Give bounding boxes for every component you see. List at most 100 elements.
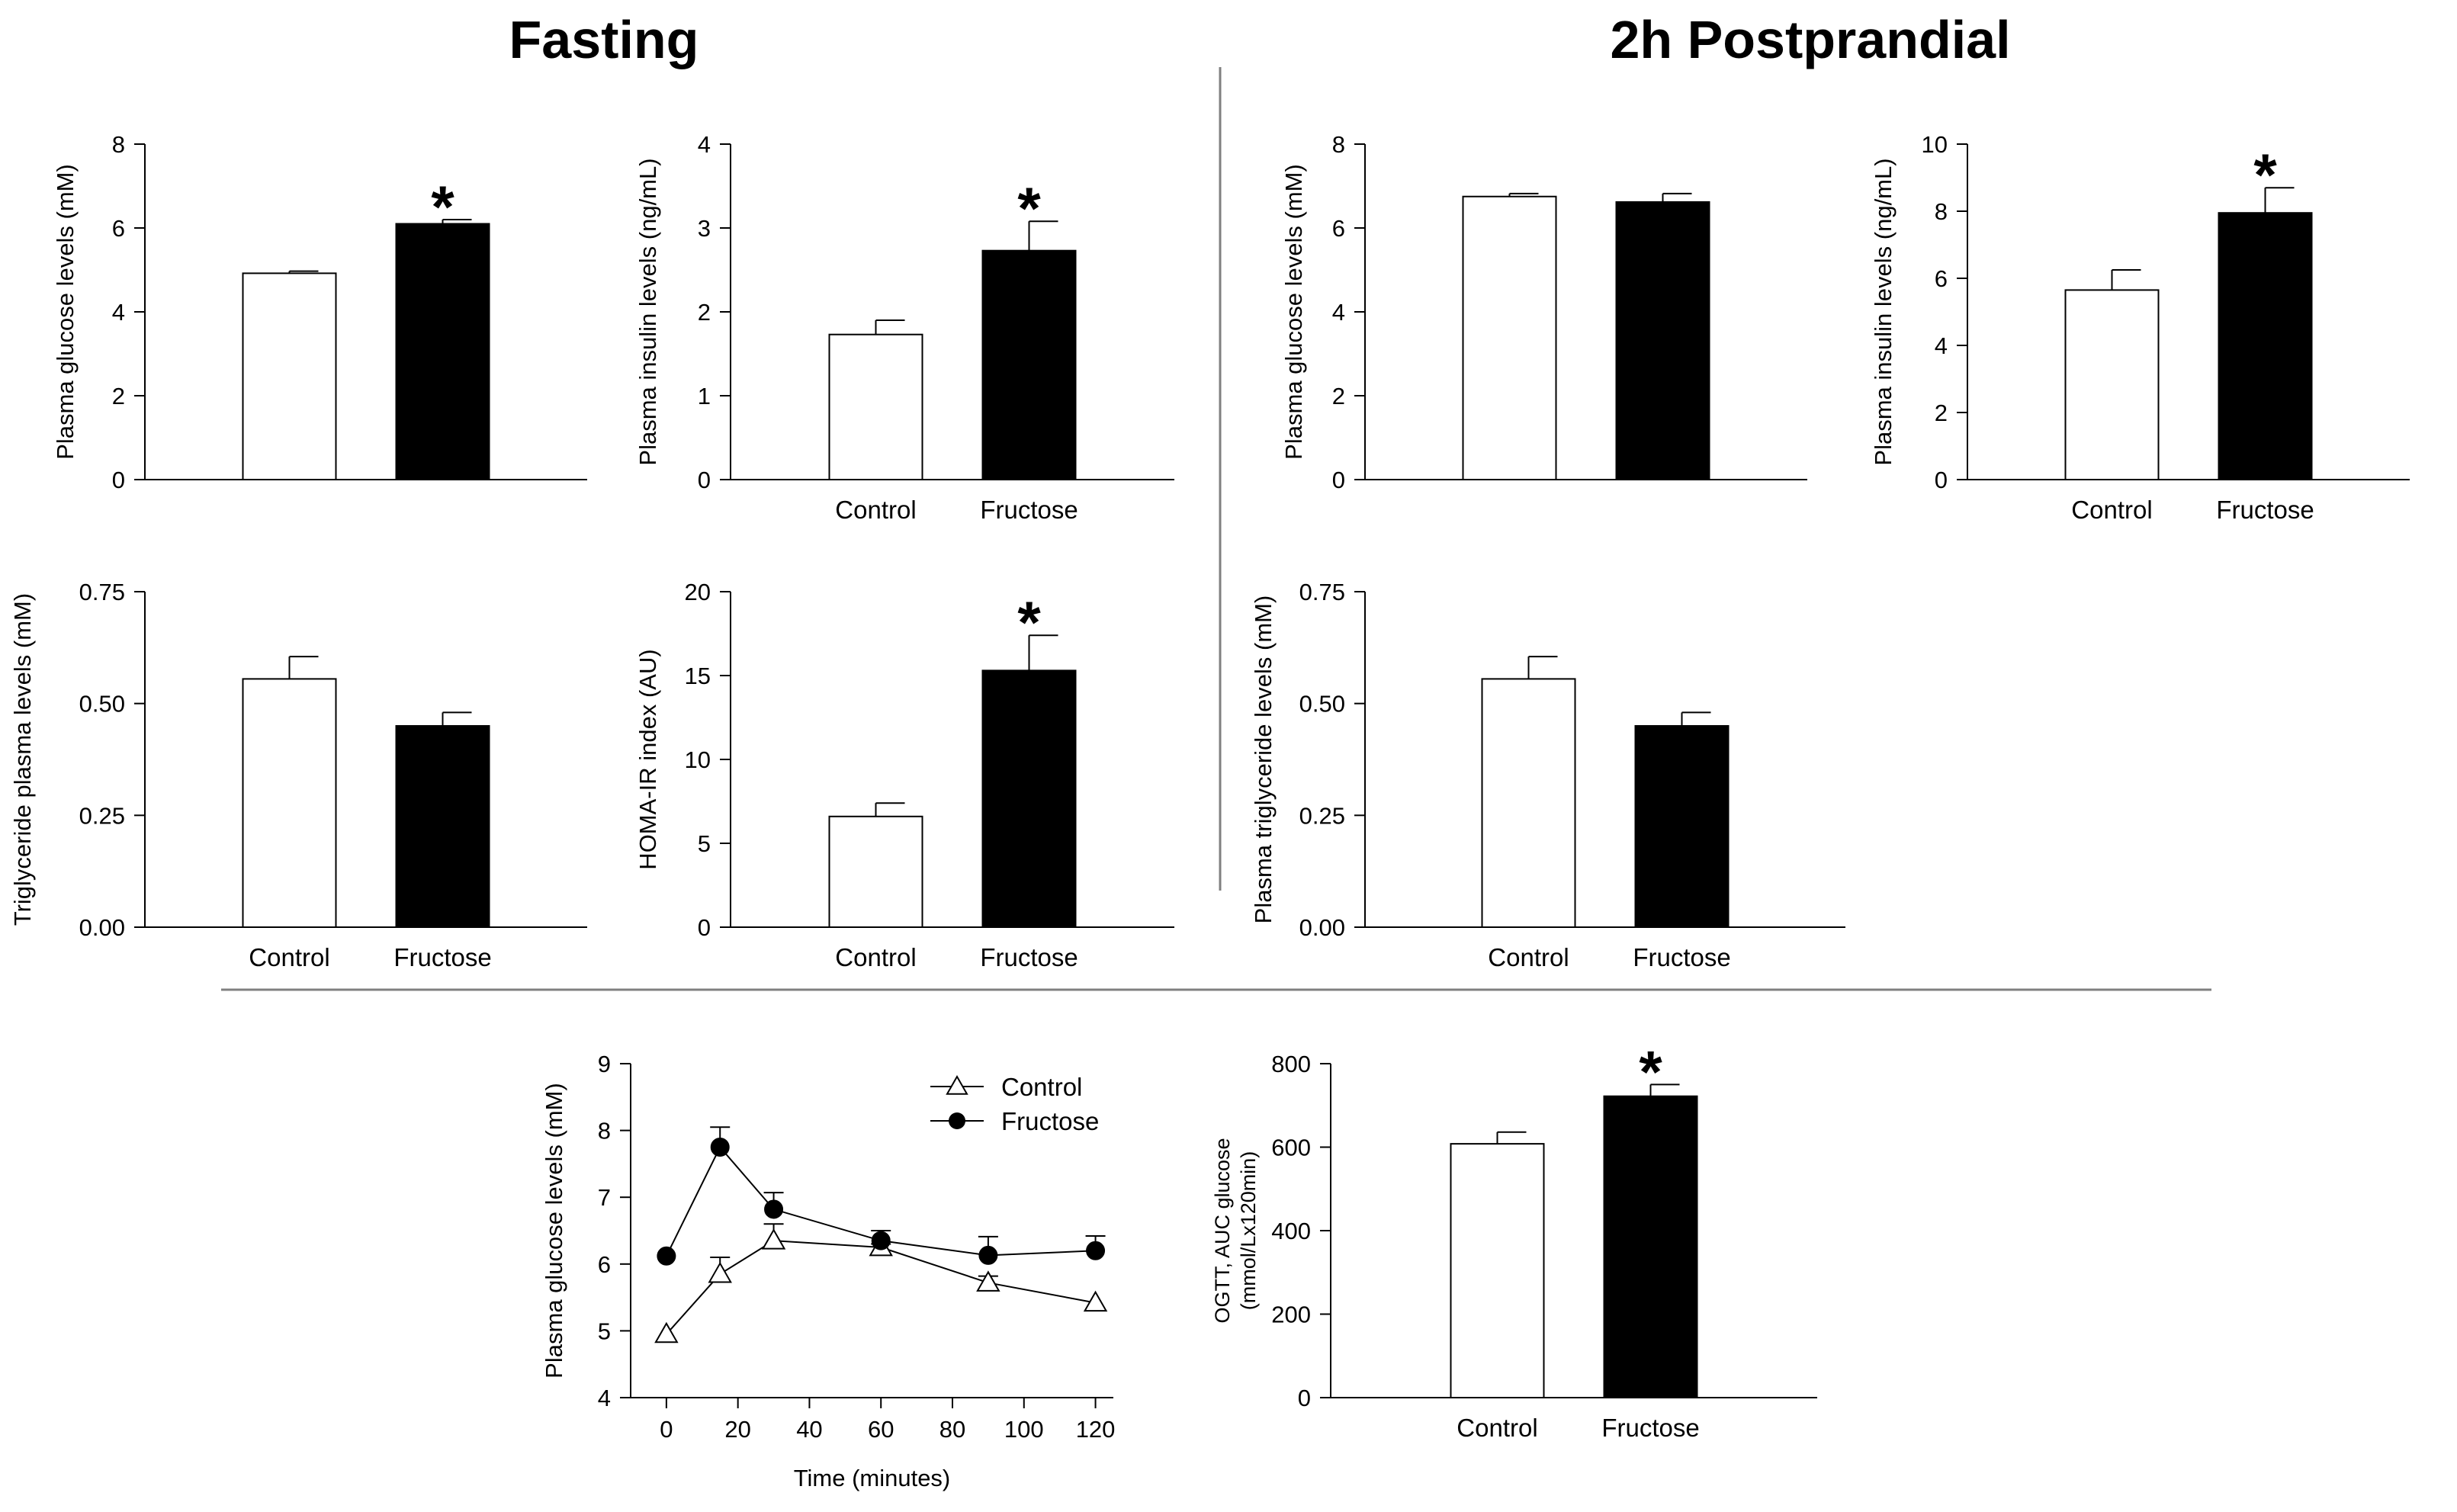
category-label: Fructose: [1633, 943, 1730, 971]
x-tick-label: 0: [660, 1416, 673, 1443]
point-fructose: [710, 1138, 730, 1157]
y-tick-label: 0.50: [79, 691, 125, 717]
bar-control: [1481, 678, 1576, 929]
bar-control: [1450, 1143, 1545, 1398]
category-label: Control: [2071, 496, 2152, 524]
y-axis-label: Triglyceride plasma levels (mM): [9, 593, 36, 926]
significance-star: *: [2253, 141, 2277, 208]
y-tick-label: 600: [1271, 1135, 1311, 1161]
category-label: Control: [249, 943, 329, 971]
y-tick-label: 3: [698, 215, 711, 242]
y-tick-label: 0: [1298, 1385, 1311, 1411]
y-tick-label: 400: [1271, 1218, 1311, 1244]
y-tick-label: 0: [1332, 467, 1345, 493]
y-tick-label: 1: [698, 383, 711, 409]
bar-control: [828, 333, 923, 481]
category-label: Fructose: [980, 943, 1078, 971]
bar-fructose: [981, 669, 1077, 929]
x-tick-label: 100: [1004, 1416, 1044, 1443]
y-tick-label: 9: [598, 1051, 611, 1077]
bar-control: [242, 272, 337, 480]
significance-star: *: [1017, 175, 1041, 242]
point-fructose: [764, 1199, 784, 1219]
legend-marker-triangle: [946, 1074, 968, 1095]
significance-star: *: [1639, 1038, 1662, 1105]
bar-fructose: [1634, 725, 1730, 928]
chart-ogtt-auc: 0 200 400 600 800 OGTT, AUC glucose (mmol/Lx12…: [1211, 1038, 1817, 1442]
y-tick-label: 6: [1332, 215, 1345, 242]
point-control: [1083, 1290, 1108, 1312]
category-label: Control: [835, 943, 916, 971]
y-tick-label: 4: [698, 131, 711, 158]
y-tick-label: 6: [112, 215, 125, 242]
category-label: Fructose: [1601, 1414, 1699, 1442]
y-tick-label: 0.75: [79, 579, 125, 605]
y-tick-label: 10: [685, 746, 711, 773]
y-tick-label: 15: [685, 663, 711, 689]
y-tick-label: 4: [112, 299, 125, 326]
y-tick-label: 5: [598, 1318, 611, 1344]
y-tick-label: 0.25: [79, 802, 125, 829]
series-line-fructose: [665, 1145, 1096, 1257]
y-tick-label: 2: [698, 299, 711, 326]
fasting-title: Fasting: [509, 10, 699, 69]
category-label: Fructose: [980, 496, 1078, 524]
chart-post-glucose: 0 2 4 6 8 Plasma glucose levels (mM): [1280, 131, 1807, 493]
y-tick-label: 10: [1922, 131, 1948, 158]
bar-fructose: [2218, 212, 2313, 480]
chart-post-insulin: 0 2 4 6 8 10 Plasma insulin levels (ng/mL) Cont…: [1870, 131, 2410, 524]
bar-control: [242, 678, 337, 929]
point-fructose: [978, 1245, 998, 1265]
y-axis-label: HOMA-IR index (AU): [634, 649, 661, 869]
bar-fructose: [395, 725, 490, 928]
legend-marker-circle: [949, 1112, 965, 1129]
y-tick-label: 0.00: [79, 914, 125, 941]
y-axis-label: OGTT, AUC glucose: [1211, 1138, 1234, 1323]
x-tick-label: 40: [796, 1416, 822, 1443]
chart-fasting-homa: 0 5 10 15 20 HOMA-IR index (AU) Control * Fructo…: [634, 579, 1174, 971]
y-tick-label: 8: [112, 131, 125, 158]
series-line-control: [666, 1240, 1096, 1335]
y-axis-label: Plasma glucose levels (mM): [1280, 164, 1307, 460]
point-fructose: [871, 1231, 891, 1250]
y-tick-label: 0: [698, 467, 711, 493]
x-tick-label: 120: [1076, 1416, 1116, 1443]
bar-control: [2064, 289, 2160, 480]
point-control: [976, 1270, 1000, 1292]
y-axis-label: Plasma insulin levels (ng/mL): [634, 158, 661, 465]
y-tick-label: 8: [1332, 131, 1345, 158]
point-control: [654, 1321, 679, 1343]
significance-star: *: [1017, 589, 1041, 656]
y-tick-label: 8: [598, 1118, 611, 1144]
category-label: Fructose: [2216, 496, 2314, 524]
y-tick-label: 20: [685, 579, 711, 605]
significance-star: *: [431, 173, 454, 240]
bar-fructose: [1603, 1095, 1698, 1398]
y-tick-label: 0.25: [1299, 802, 1345, 829]
y-tick-label: 7: [598, 1184, 611, 1211]
category-label: Fructose: [393, 943, 491, 971]
bar-control: [828, 815, 923, 929]
category-label: Control: [835, 496, 916, 524]
y-tick-label: 200: [1271, 1302, 1311, 1328]
x-axis-label: Time (minutes): [794, 1465, 951, 1491]
point-control: [761, 1228, 786, 1250]
point-fructose: [657, 1246, 676, 1266]
y-tick-label: 6: [598, 1251, 611, 1278]
x-tick-label: 80: [939, 1416, 965, 1443]
y-tick-label: 4: [1332, 299, 1345, 326]
y-tick-label: 6: [1935, 265, 1948, 292]
y-axis-label: Plasma glucose levels (mM): [52, 164, 79, 460]
point-control: [708, 1261, 732, 1283]
y-tick-label: 4: [598, 1385, 611, 1411]
category-label: Control: [1457, 1414, 1537, 1442]
chart-fasting-glucose: 0 2 4 6 8 Plasma glucose levels (mM) *: [52, 131, 587, 493]
postprandial-title: 2h Postprandial: [1610, 10, 2010, 69]
chart-fasting-insulin: 0 1 2 3 4 Plasma insulin levels (ng/mL) Contro…: [634, 131, 1174, 524]
y-tick-label: 8: [1935, 198, 1948, 225]
bar-fructose: [395, 223, 490, 480]
y-tick-label: 0: [698, 914, 711, 941]
y-axis-label: Plasma glucose levels (mM): [541, 1083, 567, 1379]
y-tick-label: 0: [1935, 467, 1948, 493]
